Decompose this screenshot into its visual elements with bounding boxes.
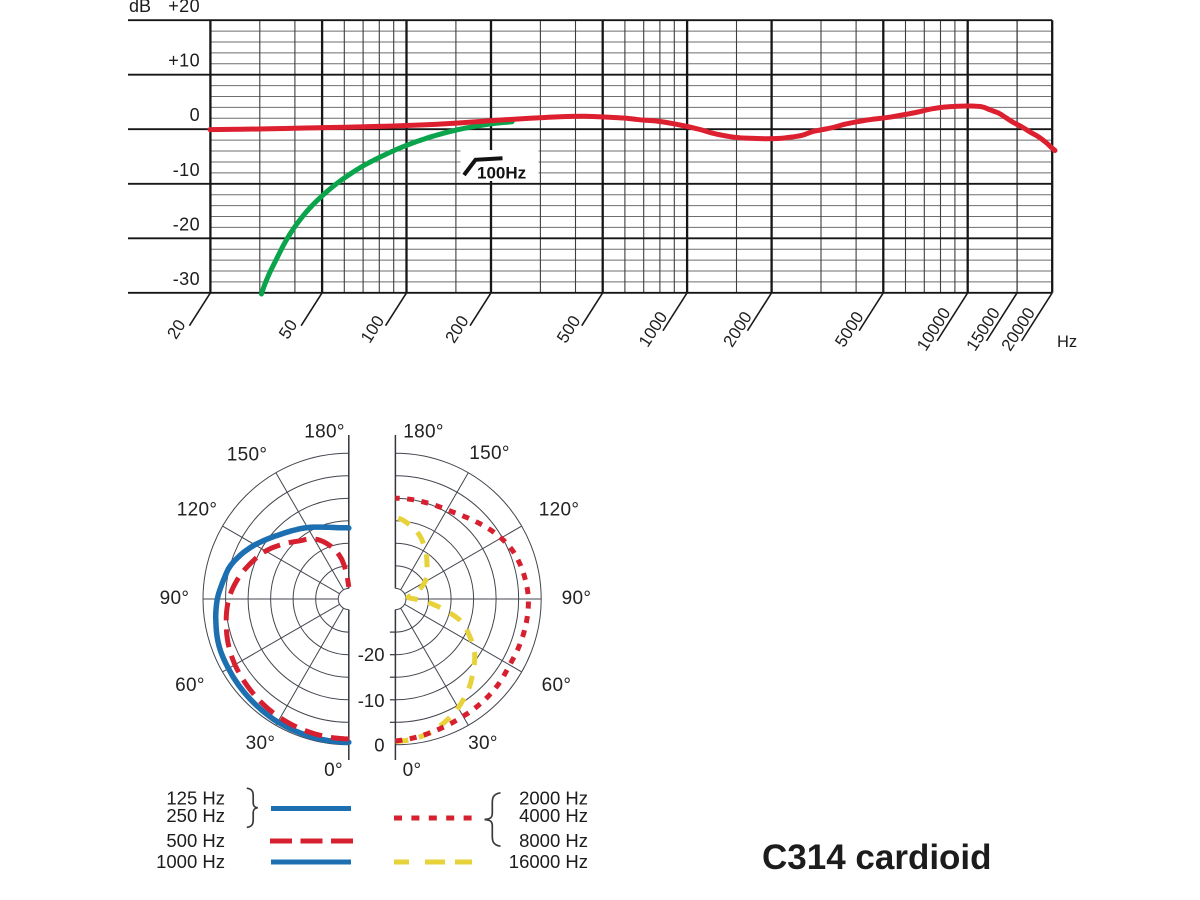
svg-text:2000 Hz: 2000 Hz	[519, 788, 588, 809]
svg-text:250 Hz: 250 Hz	[166, 805, 225, 826]
svg-text:Hz: Hz	[1057, 333, 1077, 351]
svg-text:150°: 150°	[469, 443, 510, 464]
svg-text:4000 Hz: 4000 Hz	[519, 805, 588, 826]
svg-text:-20: -20	[358, 644, 385, 665]
svg-text:C314 cardioid: C314 cardioid	[762, 838, 992, 877]
svg-text:120°: 120°	[177, 500, 218, 521]
svg-text:0°: 0°	[403, 760, 422, 781]
svg-text:0°: 0°	[324, 760, 343, 781]
svg-text:-10: -10	[358, 690, 385, 711]
svg-text:30°: 30°	[468, 733, 498, 754]
svg-text:-30: -30	[173, 269, 200, 289]
svg-text:+10: +10	[168, 51, 200, 71]
svg-text:90°: 90°	[160, 588, 190, 609]
svg-text:125 Hz: 125 Hz	[166, 788, 225, 809]
svg-text:100Hz: 100Hz	[477, 164, 526, 183]
svg-text:1000 Hz: 1000 Hz	[156, 851, 225, 872]
svg-text:-20: -20	[173, 214, 200, 234]
svg-text:16000 Hz: 16000 Hz	[509, 851, 588, 872]
svg-text:180°: 180°	[403, 422, 444, 443]
svg-text:8000 Hz: 8000 Hz	[519, 830, 588, 851]
svg-text:500 Hz: 500 Hz	[166, 830, 225, 851]
svg-text:60°: 60°	[542, 675, 572, 696]
svg-text:+20: +20	[168, 0, 200, 16]
svg-text:60°: 60°	[175, 675, 205, 696]
svg-text:90°: 90°	[562, 588, 592, 609]
svg-text:30°: 30°	[246, 733, 276, 754]
svg-text:-10: -10	[173, 160, 200, 180]
svg-text:dB: dB	[129, 0, 151, 16]
svg-text:120°: 120°	[539, 500, 580, 521]
svg-text:0: 0	[374, 735, 384, 756]
svg-text:180°: 180°	[304, 422, 345, 443]
svg-text:150°: 150°	[227, 445, 268, 466]
svg-text:0: 0	[190, 105, 200, 125]
